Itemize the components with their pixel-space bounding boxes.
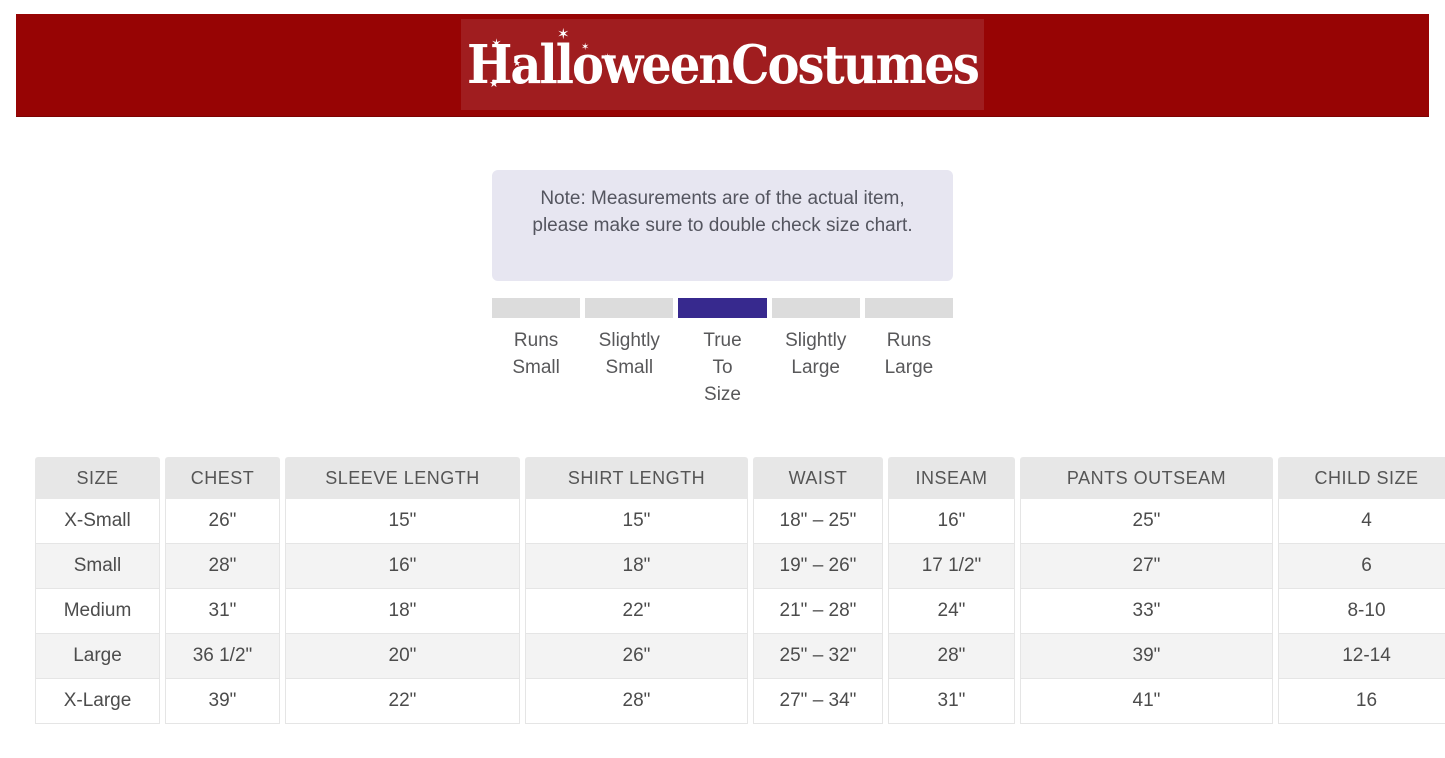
sleeve-length-cell: 18" xyxy=(285,589,520,634)
sparkle-icon: ✶ xyxy=(581,42,590,53)
column-header-chest: CHEST xyxy=(165,457,280,499)
pants-outseam-cell: 27" xyxy=(1020,544,1273,589)
sleeve-length-cell: 22" xyxy=(285,679,520,724)
table-row-x-small: X-Small 26" 15" 15" 18" – 25" 16" 25" 4 xyxy=(35,499,1445,544)
waist-cell: 19" – 26" xyxy=(753,544,883,589)
child-size-cell: 4 xyxy=(1278,499,1445,544)
table-row-large: Large 36 1/2" 20" 26" 25" – 32" 28" 39" … xyxy=(35,634,1445,679)
header-row: SIZE CHEST SLEEVE LENGTH SHIRT LENGTH WA… xyxy=(35,457,1445,499)
column-header-child-size: CHILD SIZE xyxy=(1278,457,1445,499)
child-size-cell: 16 xyxy=(1278,679,1445,724)
size-cell: Small xyxy=(35,544,160,589)
waist-cell: 18" – 25" xyxy=(753,499,883,544)
chest-cell: 26" xyxy=(165,499,280,544)
size-cell: Large xyxy=(35,634,160,679)
sleeve-length-cell: 16" xyxy=(285,544,520,589)
size-chart-table: SIZE CHEST SLEEVE LENGTH SHIRT LENGTH WA… xyxy=(30,457,1445,724)
sparkle-icon: ✶ xyxy=(491,36,502,51)
inseam-cell: 24" xyxy=(888,589,1015,634)
shirt-length-cell: 28" xyxy=(525,679,748,724)
child-size-cell: 12-14 xyxy=(1278,634,1445,679)
fit-scale-segment-runs-small xyxy=(492,298,581,318)
chest-cell: 36 1/2" xyxy=(165,634,280,679)
chest-cell: 39" xyxy=(165,679,280,724)
sparkle-icon: ✶ xyxy=(557,26,570,43)
fit-scale-label-runs-large: Runs Large xyxy=(884,330,934,378)
table-row-small: Small 28" 16" 18" 19" – 26" 17 1/2" 27" … xyxy=(35,544,1445,589)
fit-scale-labels: Runs Small Slightly Small True To Size S… xyxy=(492,327,953,408)
size-cell: X-Small xyxy=(35,499,160,544)
column-header-sleeve-length: SLEEVE LENGTH xyxy=(285,457,520,499)
shirt-length-cell: 18" xyxy=(525,544,748,589)
pants-outseam-cell: 41" xyxy=(1020,679,1273,724)
shirt-length-cell: 22" xyxy=(525,589,748,634)
fit-scale-label-slightly-small: Slightly Small xyxy=(598,330,660,378)
sparkle-icon: ✶ xyxy=(604,52,611,61)
column-header-pants-outseam: PANTS OUTSEAM xyxy=(1020,457,1273,499)
column-header-shirt-length: SHIRT LENGTH xyxy=(525,457,748,499)
size-cell: Medium xyxy=(35,589,160,634)
shirt-length-cell: 15" xyxy=(525,499,748,544)
chest-cell: 31" xyxy=(165,589,280,634)
measurement-note-text: Note: Measurements are of the actual ite… xyxy=(532,188,913,236)
table-row-medium: Medium 31" 18" 22" 21" – 28" 24" 33" 8-1… xyxy=(35,589,1445,634)
fit-scale-segment-slightly-small xyxy=(585,298,674,318)
pants-outseam-cell: 33" xyxy=(1020,589,1273,634)
column-header-inseam: INSEAM xyxy=(888,457,1015,499)
waist-cell: 27" – 34" xyxy=(753,679,883,724)
column-header-size: SIZE xyxy=(35,457,160,499)
fit-scale-segment-runs-large xyxy=(864,298,954,318)
inseam-cell: 17 1/2" xyxy=(888,544,1015,589)
fit-scale-label-slightly-large: Slightly Large xyxy=(785,330,847,378)
inseam-cell: 28" xyxy=(888,634,1015,679)
child-size-cell: 8-10 xyxy=(1278,589,1445,634)
fit-scale-bar xyxy=(492,298,954,318)
sparkle-icon: ★ xyxy=(513,58,522,68)
halloweencostumes-logo[interactable]: ✶ ★ ✶ ✶ ★ ✶ HalloweenCostumes xyxy=(461,19,984,110)
child-size-cell: 6 xyxy=(1278,544,1445,589)
chest-cell: 28" xyxy=(165,544,280,589)
fit-scale-label-runs-small: Runs Small xyxy=(512,330,560,378)
sparkle-icon: ★ xyxy=(489,78,499,90)
sleeve-length-cell: 20" xyxy=(285,634,520,679)
size-cell: X-Large xyxy=(35,679,160,724)
inseam-cell: 31" xyxy=(888,679,1015,724)
fit-scale-segment-true-to-size xyxy=(678,298,767,318)
waist-cell: 21" – 28" xyxy=(753,589,883,634)
sleeve-length-cell: 15" xyxy=(285,499,520,544)
pants-outseam-cell: 39" xyxy=(1020,634,1273,679)
measurement-note: Note: Measurements are of the actual ite… xyxy=(492,170,953,281)
shirt-length-cell: 26" xyxy=(525,634,748,679)
size-chart: SIZE CHEST SLEEVE LENGTH SHIRT LENGTH WA… xyxy=(30,457,1445,724)
inseam-cell: 16" xyxy=(888,499,1015,544)
site-banner: ✶ ★ ✶ ✶ ★ ✶ HalloweenCostumes xyxy=(16,14,1429,117)
fit-scale-segment-slightly-large xyxy=(771,298,860,318)
logo-text: HalloweenCostumes xyxy=(467,33,980,96)
table-row-x-large: X-Large 39" 22" 28" 27" – 34" 31" 41" 16 xyxy=(35,679,1445,724)
waist-cell: 25" – 32" xyxy=(753,634,883,679)
fit-scale-label-true-to-size: True To Size xyxy=(703,330,742,405)
column-header-waist: WAIST xyxy=(753,457,883,499)
pants-outseam-cell: 25" xyxy=(1020,499,1273,544)
